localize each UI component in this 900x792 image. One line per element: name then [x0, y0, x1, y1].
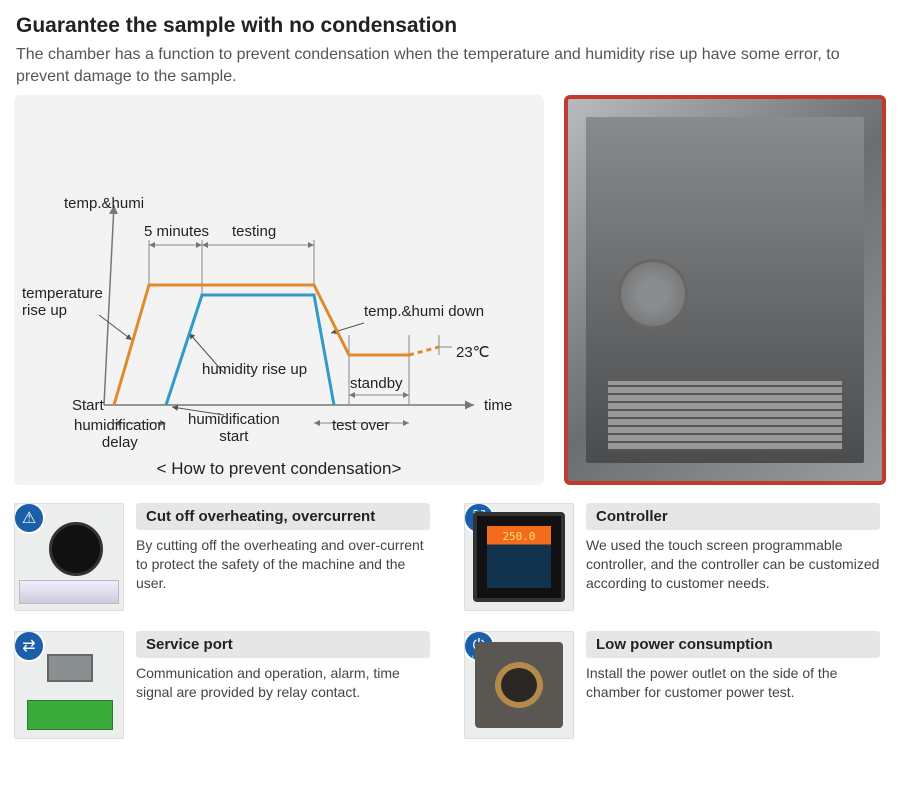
- header: Guarantee the sample with no condensatio…: [0, 0, 900, 95]
- top-row: temp.&humi time temperature rise up 5 mi…: [0, 95, 900, 503]
- label-23c: 23℃: [456, 343, 490, 361]
- chart-caption: < How to prevent condensation>: [14, 459, 544, 479]
- feature-thumb-overheat: ⚠: [14, 503, 124, 611]
- feature-overheat: ⚠ Cut off overheating, overcurrent By cutt…: [14, 503, 436, 615]
- condensation-chart: temp.&humi time temperature rise up 5 mi…: [14, 95, 544, 485]
- page-description: The chamber has a function to prevent co…: [16, 44, 884, 87]
- label-temp-rise: temperature rise up: [22, 285, 103, 319]
- label-testing: testing: [232, 223, 276, 240]
- warning-icon: ⚠: [14, 503, 45, 534]
- feature-body: Low power consumption Install the power o…: [586, 631, 886, 743]
- label-humid-start: humidification start: [188, 411, 280, 445]
- label-humid-delay: humidification delay: [74, 417, 166, 451]
- feature-desc: Install the power outlet on the side of …: [586, 664, 880, 702]
- label-test-over: test over: [332, 417, 390, 434]
- label-temp-humi-down: temp.&humi down: [364, 303, 484, 320]
- feature-thumb-service-port: ⇄: [14, 631, 124, 739]
- axis-y-label: temp.&humi: [64, 195, 144, 212]
- feature-body: Controller We used the touch screen progr…: [586, 503, 886, 615]
- label-5min: 5 minutes: [144, 223, 209, 240]
- chamber-grill: [608, 381, 842, 451]
- chamber-photo: [564, 95, 886, 485]
- feature-title: Low power consumption: [586, 631, 880, 658]
- feature-desc: Communication and operation, alarm, time…: [136, 664, 430, 702]
- feature-thumb-controller: ⛶250.0: [464, 503, 574, 611]
- feature-title: Controller: [586, 503, 880, 530]
- label-standby: standby: [350, 375, 403, 392]
- feature-desc: We used the touch screen programmable co…: [586, 536, 880, 593]
- feature-title: Cut off overheating, overcurrent: [136, 503, 430, 530]
- axis-x-label: time: [484, 397, 512, 414]
- feature-thumb-low-power: ⏻LOW: [464, 631, 574, 739]
- feature-service-port: ⇄ Service port Communication and operation…: [14, 631, 436, 743]
- label-humidity-rise: humidity rise up: [202, 361, 307, 378]
- chamber-fan: [618, 259, 688, 329]
- feature-controller: ⛶250.0 Controller We used the touch screen…: [464, 503, 886, 615]
- feature-body: Cut off overheating, overcurrent By cutti…: [136, 503, 436, 615]
- feature-desc: By cutting off the overheating and over-…: [136, 536, 430, 593]
- feature-body: Service port Communication and operation,…: [136, 631, 436, 743]
- port-icon: ⇄: [14, 631, 45, 662]
- feature-grid: ⚠ Cut off overheating, overcurrent By cutt…: [0, 503, 900, 757]
- feature-low-power: ⏻LOW Low power consumption Install the pow…: [464, 631, 886, 743]
- label-start: Start: [72, 397, 104, 414]
- page-title: Guarantee the sample with no condensatio…: [16, 14, 884, 38]
- feature-title: Service port: [136, 631, 430, 658]
